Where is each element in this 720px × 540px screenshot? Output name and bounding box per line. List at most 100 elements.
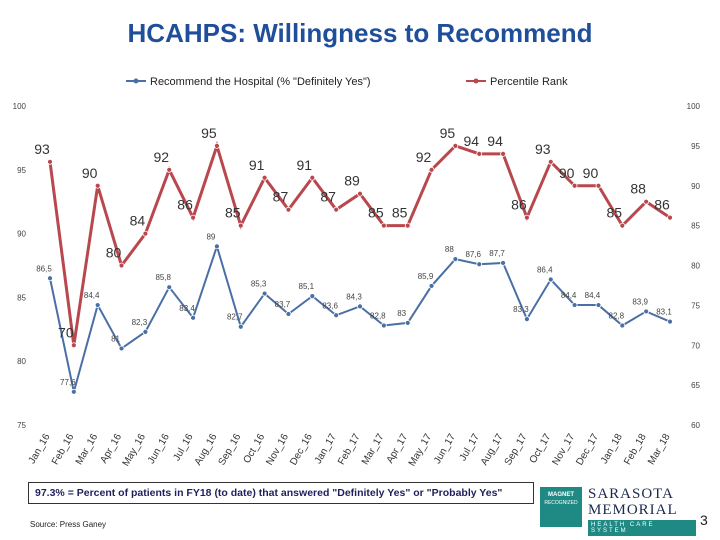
data-point-percentile bbox=[452, 142, 459, 149]
data-point-percentile bbox=[619, 222, 626, 229]
x-axis-tick: Jan_17 bbox=[313, 432, 339, 466]
right-axis-tick: 80 bbox=[691, 262, 700, 271]
right-axis-tick: 70 bbox=[691, 341, 700, 350]
x-axis-tick: Jul_17 bbox=[458, 432, 482, 463]
data-point-recommend bbox=[357, 303, 363, 310]
data-point-percentile bbox=[47, 158, 53, 165]
legend-label-recommend: Recommend the Hospital (% "Definitely Ye… bbox=[150, 76, 371, 88]
source-note: Source: Press Ganey bbox=[30, 520, 107, 529]
data-label-recommend: 83,6 bbox=[322, 301, 338, 310]
data-point-recommend bbox=[285, 311, 292, 317]
left-axis-tick: 95 bbox=[17, 166, 26, 175]
data-label-percentile: 87 bbox=[273, 189, 289, 205]
data-label-recommend: 82,8 bbox=[609, 311, 625, 320]
data-point-recommend bbox=[237, 323, 244, 330]
hospital-logo: SARASOTA MEMORIAL HEALTH CARE SYSTEM bbox=[588, 486, 696, 536]
data-point-percentile bbox=[261, 174, 268, 181]
x-axis-tick: Mar_17 bbox=[360, 432, 387, 467]
magnet-logo-text: MAGNET bbox=[548, 492, 574, 498]
legend-marker-percentile bbox=[473, 78, 479, 84]
data-label-percentile: 89 bbox=[344, 173, 360, 189]
series-line-percentile bbox=[48, 140, 671, 346]
data-label-recommend: 89 bbox=[206, 232, 215, 241]
data-point-recommend bbox=[643, 308, 650, 315]
data-point-percentile bbox=[595, 182, 602, 189]
x-axis-tick: Mar_16 bbox=[74, 432, 101, 467]
data-label-recommend: 84,3 bbox=[346, 292, 362, 301]
right-axis-tick: 65 bbox=[691, 381, 700, 390]
data-point-recommend bbox=[261, 290, 268, 297]
footnote-box: 97.3% = Percent of patients in FY18 (to … bbox=[28, 482, 534, 504]
x-axis-tick: Mar_18 bbox=[646, 432, 673, 467]
data-label-percentile: 86 bbox=[177, 197, 193, 213]
data-label-percentile: 80 bbox=[106, 245, 122, 261]
data-label-recommend: 83,1 bbox=[656, 308, 672, 317]
data-label-percentile: 86 bbox=[511, 197, 527, 213]
data-point-percentile bbox=[285, 206, 292, 213]
data-label-recommend: 81 bbox=[111, 334, 120, 343]
data-point-recommend bbox=[428, 283, 435, 289]
data-point-recommend bbox=[476, 261, 483, 268]
data-point-recommend bbox=[571, 302, 578, 308]
data-label-recommend: 85,9 bbox=[418, 272, 434, 281]
data-point-percentile bbox=[118, 262, 125, 269]
legend-marker-recommend bbox=[133, 78, 139, 84]
x-axis-tick: Sep_16 bbox=[217, 432, 244, 468]
data-point-recommend bbox=[380, 322, 387, 329]
data-point-percentile bbox=[571, 182, 578, 189]
data-point-recommend bbox=[333, 312, 340, 319]
x-axis-tick: Jun_16 bbox=[146, 432, 172, 466]
data-label-recommend: 83,9 bbox=[632, 297, 648, 306]
data-point-recommend bbox=[118, 345, 125, 352]
data-label-recommend: 87,6 bbox=[465, 250, 481, 259]
data-label-recommend: 85,8 bbox=[155, 273, 171, 282]
x-axis-tick: Oct_16 bbox=[242, 432, 268, 466]
data-point-percentile bbox=[476, 150, 483, 157]
data-label-percentile: 92 bbox=[416, 149, 432, 165]
right-axis-tick: 90 bbox=[691, 182, 700, 191]
magnet-logo-sub: RECOGNIZED bbox=[544, 500, 578, 506]
data-point-percentile bbox=[214, 142, 220, 149]
data-point-percentile bbox=[547, 158, 554, 165]
page-number: 3 bbox=[700, 512, 708, 528]
x-axis-tick: Sep_17 bbox=[503, 432, 530, 468]
data-point-percentile bbox=[643, 198, 650, 205]
data-point-recommend bbox=[70, 388, 77, 395]
data-point-recommend bbox=[309, 293, 316, 300]
data-label-percentile: 95 bbox=[440, 125, 456, 141]
x-axis-tick: Dec_17 bbox=[574, 432, 601, 468]
data-point-recommend bbox=[404, 320, 411, 326]
x-axis-tick: May_16 bbox=[121, 432, 149, 469]
data-label-recommend: 84,4 bbox=[585, 291, 601, 300]
data-label-recommend: 86,5 bbox=[36, 264, 52, 273]
data-point-percentile bbox=[500, 150, 506, 157]
data-label-percentile: 90 bbox=[559, 165, 575, 181]
data-point-percentile bbox=[237, 222, 244, 229]
data-point-percentile bbox=[667, 214, 673, 221]
data-point-percentile bbox=[70, 342, 77, 349]
x-axis-tick: Apr_17 bbox=[385, 432, 411, 466]
data-label-percentile: 94 bbox=[463, 133, 479, 149]
data-label-percentile: 85 bbox=[225, 205, 241, 221]
right-axis-tick: 75 bbox=[691, 301, 700, 310]
data-label-percentile: 86 bbox=[654, 197, 670, 213]
data-point-percentile bbox=[166, 166, 173, 173]
data-point-recommend bbox=[595, 302, 602, 308]
right-axis-tick: 60 bbox=[691, 421, 700, 430]
data-label-recommend: 83 bbox=[397, 309, 406, 318]
data-label-recommend: 85,3 bbox=[251, 280, 267, 289]
magnet-logo: MAGNET RECOGNIZED bbox=[540, 487, 582, 527]
data-label-recommend: 85,1 bbox=[299, 282, 315, 291]
left-axis-tick: 80 bbox=[17, 357, 26, 366]
x-axis-tick: May_17 bbox=[407, 432, 435, 469]
data-point-percentile bbox=[357, 190, 363, 197]
data-point-percentile bbox=[94, 182, 101, 189]
data-label-recommend: 82,8 bbox=[370, 311, 386, 320]
data-label-percentile: 87 bbox=[320, 189, 336, 205]
data-point-recommend bbox=[166, 284, 173, 291]
data-label-recommend: 83,7 bbox=[275, 300, 291, 309]
right-axis-tick: 95 bbox=[691, 142, 700, 151]
x-axis-tick: Apr_16 bbox=[98, 432, 124, 466]
data-point-recommend bbox=[500, 260, 506, 266]
